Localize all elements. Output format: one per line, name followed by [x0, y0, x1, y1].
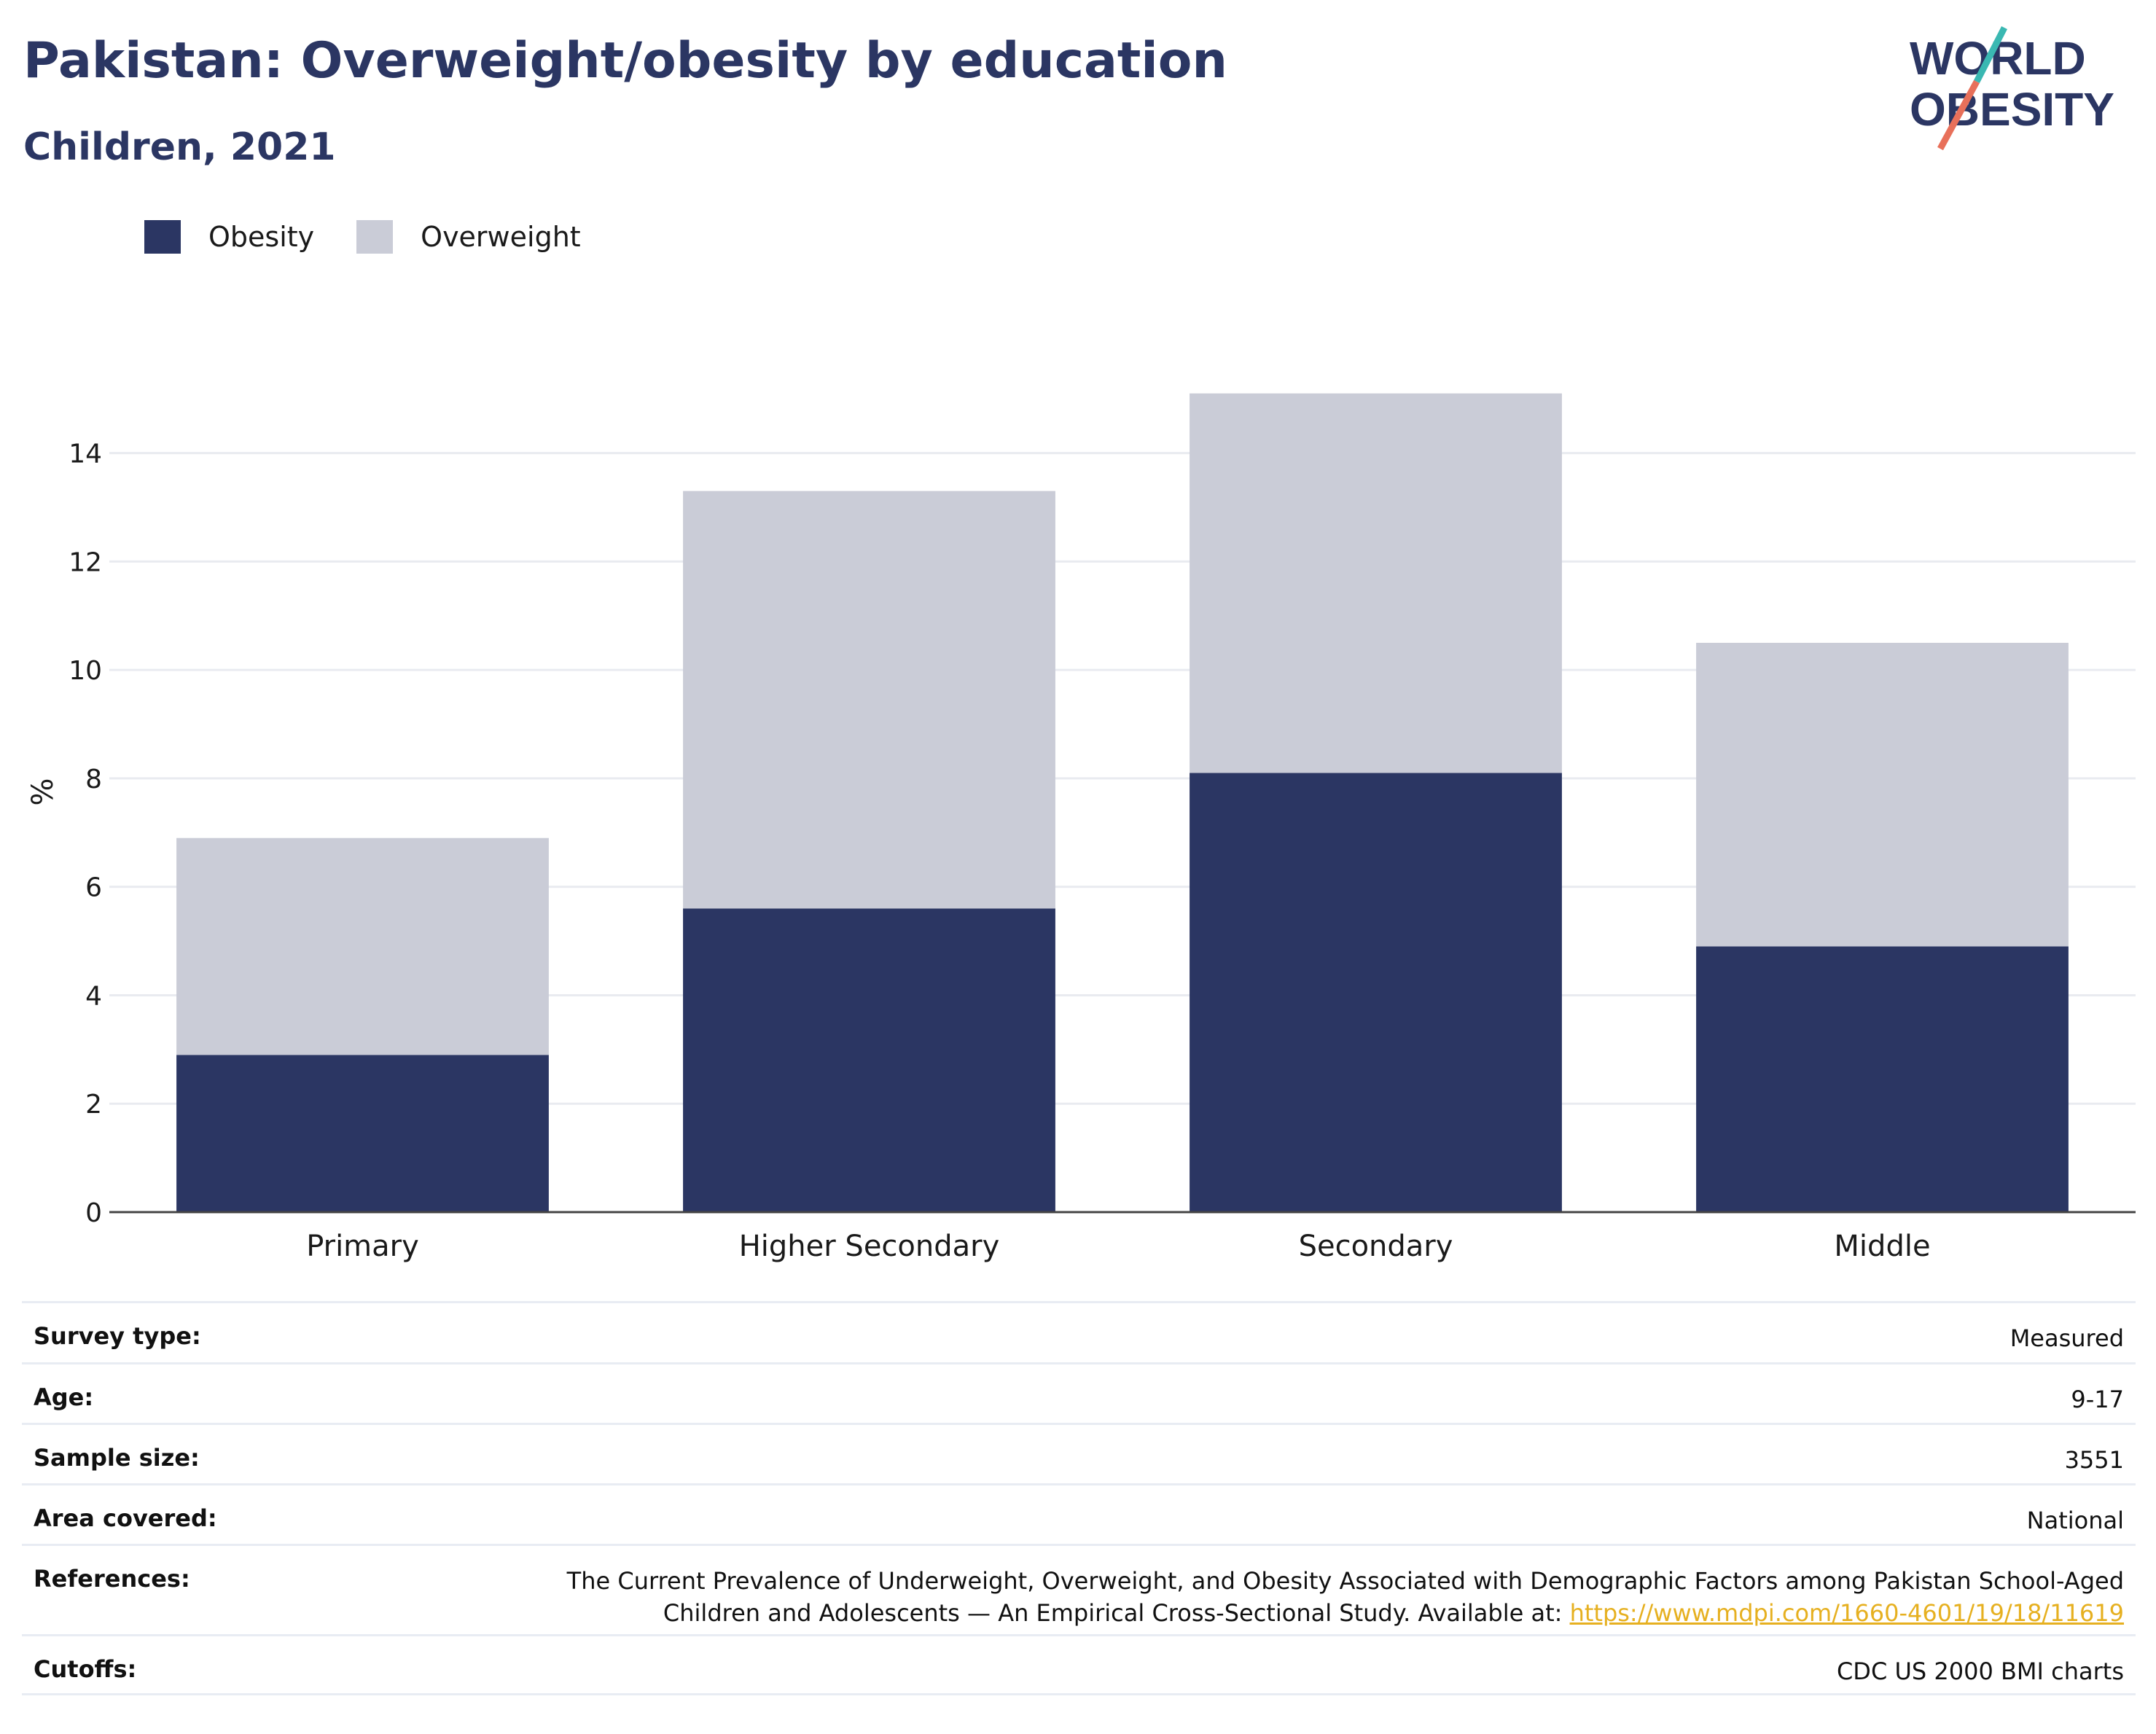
logo-text-obesity: OBESITY — [1910, 83, 2114, 136]
chart-subtitle: Children, 2021 — [23, 125, 336, 169]
meta-value: CDC US 2000 BMI charts — [1836, 1657, 2124, 1685]
bar-obesity-secondary — [1190, 773, 1562, 1212]
bar-obesity-primary — [176, 1055, 549, 1212]
meta-value: 3551 — [2064, 1446, 2124, 1474]
legend-swatch-obesity — [144, 220, 181, 254]
meta-row-cutoffs: Cutoffs: CDC US 2000 BMI charts — [22, 1634, 2136, 1695]
meta-row-age: Age: 9-17 — [22, 1362, 2136, 1423]
bar-obesity-middle — [1696, 946, 2069, 1212]
meta-row-sample-size: Sample size: 3551 — [22, 1423, 2136, 1483]
legend-item-obesity[interactable]: Obesity — [144, 220, 314, 254]
y-axis-label: % — [26, 778, 60, 805]
legend-label-obesity: Obesity — [208, 221, 315, 253]
meta-key: Age: — [34, 1383, 94, 1411]
x-tick-label: Higher Secondary — [739, 1230, 1000, 1263]
stacked-bar-chart: 0 2 4 6 8 10 12 14% Primary Higher Secondary Secon… — [26, 393, 2136, 1263]
reference-link[interactable]: https://www.mdpi.com/1660-4601/19/18/116… — [1569, 1599, 2124, 1627]
logo-slash-bottom — [1937, 79, 1980, 151]
meta-value: National — [2026, 1507, 2124, 1534]
x-tick-label: Primary — [306, 1230, 419, 1263]
reference-text-line2: Children and Adolescents — An Empirical … — [663, 1599, 1570, 1627]
chart-legend: Obesity Overweight — [144, 219, 623, 255]
y-tick-label: 2 — [85, 1090, 102, 1120]
y-tick-label: 12 — [69, 547, 102, 577]
reference-text-line1: The Current Prevalence of Underweight, O… — [566, 1567, 2124, 1595]
bar-overweight-primary — [176, 837, 549, 1055]
meta-row-area-covered: Area covered: National — [22, 1483, 2136, 1544]
legend-label-overweight: Overweight — [421, 221, 581, 253]
meta-key: Sample size: — [34, 1444, 200, 1472]
meta-key: References: — [34, 1565, 190, 1593]
meta-key: Survey type: — [34, 1322, 201, 1350]
legend-item-overweight[interactable]: Overweight — [356, 220, 581, 254]
x-tick-label: Secondary — [1299, 1230, 1453, 1263]
bar-overweight-middle — [1696, 642, 2069, 947]
bar-overweight-secondary — [1190, 393, 1562, 773]
chart-title: Pakistan: Overweight/obesity by educatio… — [23, 32, 1227, 90]
y-tick-label: 0 — [85, 1198, 102, 1228]
meta-value: Measured — [2009, 1324, 2124, 1352]
meta-value-references: The Current Prevalence of Underweight, O… — [567, 1565, 2124, 1629]
y-tick-label: 8 — [85, 765, 102, 794]
meta-key: Area covered: — [34, 1504, 217, 1532]
y-tick-label: 4 — [85, 981, 102, 1011]
bar-overweight-higher-secondary — [683, 491, 1055, 909]
metadata-table: Survey type: Measured Age: 9-17 Sample s… — [22, 1301, 2136, 1695]
y-tick-label: 14 — [69, 440, 102, 469]
logo-slash-top — [1973, 26, 2008, 84]
meta-key: Cutoffs: — [34, 1655, 137, 1683]
x-tick-label: Middle — [1834, 1230, 1930, 1263]
y-tick-label: 6 — [85, 873, 102, 903]
meta-value: 9-17 — [2071, 1386, 2124, 1413]
y-tick-label: 10 — [69, 656, 102, 686]
world-obesity-logo: WORLD OBESITY — [1910, 26, 2114, 151]
meta-row-references: References: The Current Prevalence of Un… — [22, 1544, 2136, 1634]
bar-obesity-higher-secondary — [683, 908, 1055, 1212]
legend-swatch-overweight — [356, 220, 394, 254]
meta-row-survey-type: Survey type: Measured — [22, 1301, 2136, 1362]
